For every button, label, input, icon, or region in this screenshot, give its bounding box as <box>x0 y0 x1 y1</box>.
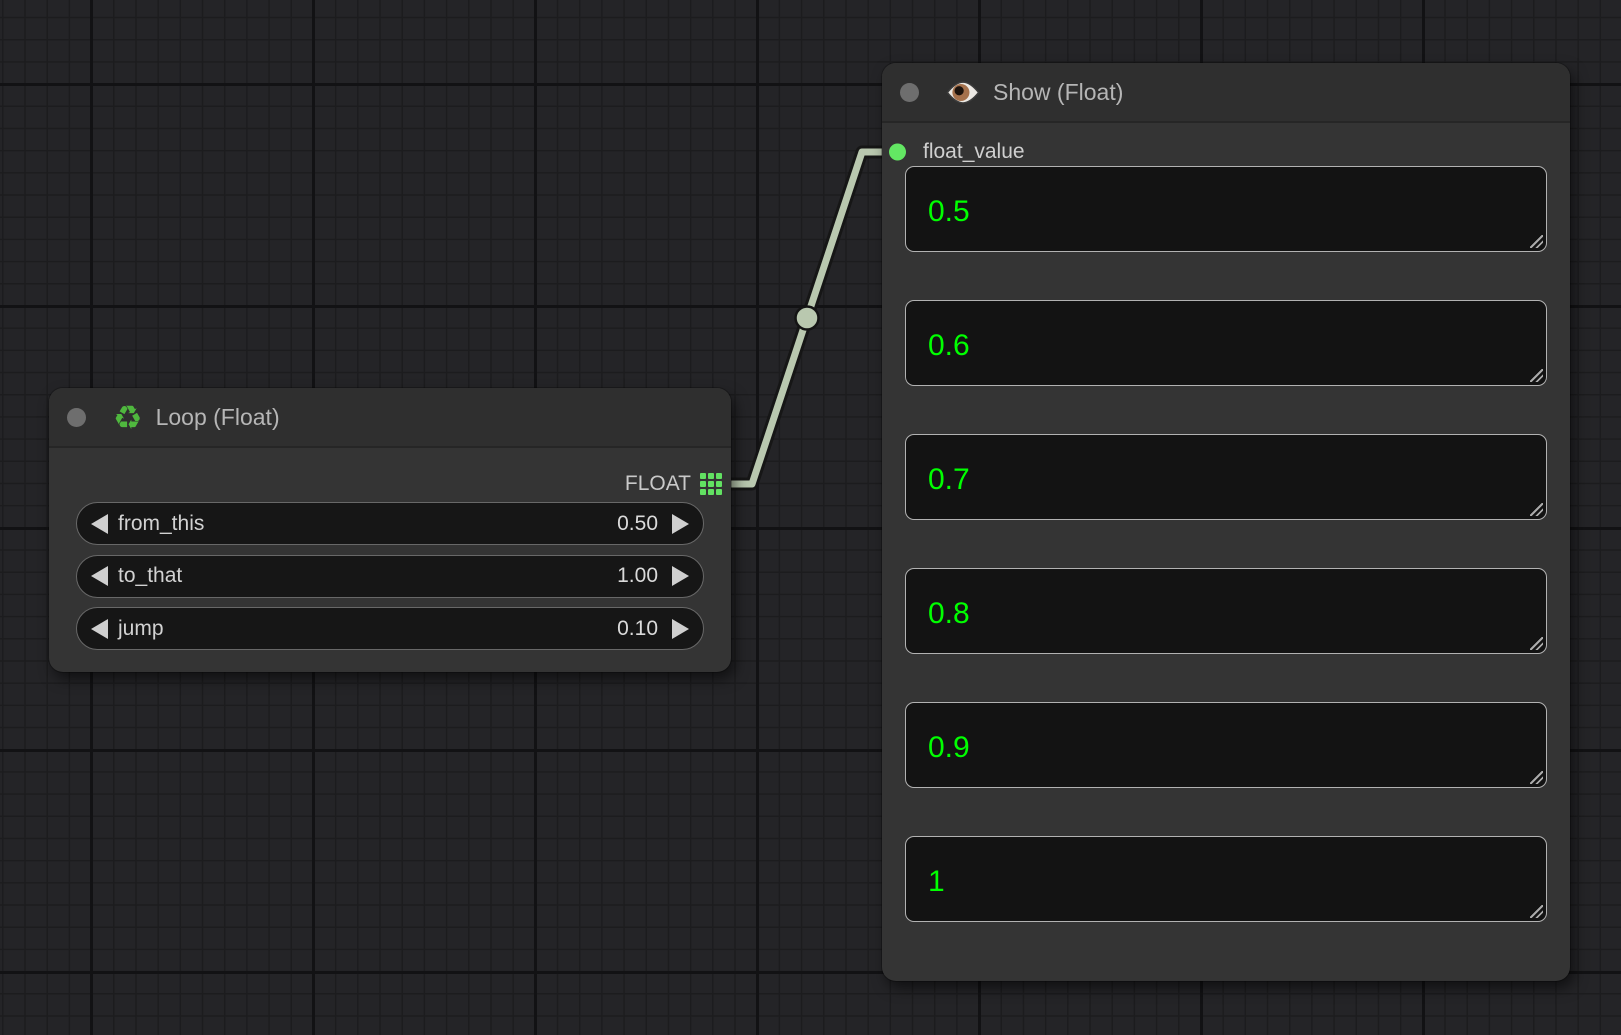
widget-value[interactable]: 0.10 <box>617 616 658 640</box>
show-float-node[interactable]: Show (Float) float_value 0.5 0.6 0.7 0.8… <box>882 63 1570 981</box>
output-slot-label: FLOAT <box>624 472 691 495</box>
value-textarea[interactable]: 0.5 <box>905 166 1547 252</box>
link-midpoint-dot[interactable] <box>794 305 820 331</box>
collapse-dot[interactable] <box>67 407 86 427</box>
input-slot-float-value[interactable]: float_value <box>882 138 1570 166</box>
node-title: Show (Float) <box>993 78 1124 105</box>
decrement-arrow-icon[interactable] <box>91 566 108 586</box>
value-textarea[interactable]: 0.9 <box>905 702 1547 788</box>
link-wire <box>710 148 902 488</box>
recycle-icon: ♻ <box>113 397 143 437</box>
value-textarea[interactable]: 0.8 <box>905 568 1547 654</box>
input-slot-label: float_value <box>923 140 1025 163</box>
increment-arrow-icon[interactable] <box>672 566 689 586</box>
link-wire-shadow <box>707 145 905 491</box>
widget-label: jump <box>118 616 164 640</box>
widget-from-this[interactable]: from_this 0.50 <box>76 502 704 545</box>
show-node-title-bar[interactable]: Show (Float) <box>882 63 1570 123</box>
widget-value[interactable]: 0.50 <box>617 511 658 535</box>
node-title: Loop (Float) <box>155 403 280 430</box>
decrement-arrow-icon[interactable] <box>91 618 108 639</box>
list-output-grid-icon[interactable] <box>700 473 722 495</box>
resize-handle-icon[interactable] <box>1530 235 1543 248</box>
resize-handle-icon[interactable] <box>1530 369 1543 382</box>
widget-value[interactable]: 1.00 <box>617 564 658 587</box>
collapse-dot[interactable] <box>900 82 919 102</box>
resize-handle-icon[interactable] <box>1530 637 1543 650</box>
input-socket-dot[interactable] <box>889 143 906 161</box>
widget-to-that[interactable]: to_that 1.00 <box>76 554 704 598</box>
widget-jump[interactable]: jump 0.10 <box>76 607 704 650</box>
increment-arrow-icon[interactable] <box>672 513 689 534</box>
widget-label: to_that <box>118 564 183 587</box>
increment-arrow-icon[interactable] <box>672 618 689 639</box>
widget-label: from_this <box>118 511 205 535</box>
value-textarea[interactable]: 0.7 <box>905 434 1547 520</box>
value-textarea[interactable]: 1 <box>905 836 1547 922</box>
resize-handle-icon[interactable] <box>1530 503 1543 516</box>
output-slot-float[interactable]: FLOAT <box>49 466 731 502</box>
resize-handle-icon[interactable] <box>1530 905 1543 918</box>
value-textarea[interactable]: 0.6 <box>905 300 1547 386</box>
loop-node-title-bar[interactable]: ♻ Loop (Float) <box>49 388 731 448</box>
eye-icon <box>946 80 980 105</box>
loop-float-node[interactable]: ♻ Loop (Float) FLOAT from_this 0.50 to_t… <box>49 388 731 672</box>
resize-handle-icon[interactable] <box>1530 771 1543 784</box>
decrement-arrow-icon[interactable] <box>91 513 108 534</box>
